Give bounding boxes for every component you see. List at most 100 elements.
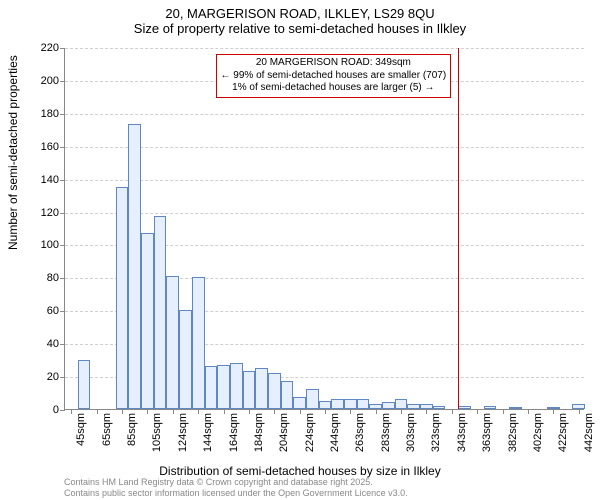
x-tick-label: 303sqm	[405, 413, 417, 452]
x-tick-mark	[477, 409, 478, 414]
annotation-line-2: ← 99% of semi-detached houses are smalle…	[221, 70, 447, 83]
y-tick-mark	[60, 311, 65, 312]
title-line-2: Size of property relative to semi-detach…	[0, 21, 600, 36]
histogram-bar	[128, 124, 141, 409]
annotation-line-1: 20 MARGERISON ROAD: 349sqm	[221, 57, 447, 70]
y-tick-mark	[60, 344, 65, 345]
histogram-bar	[230, 363, 243, 409]
histogram-bar	[319, 401, 332, 409]
y-tick-mark	[60, 147, 65, 148]
histogram-bar	[407, 404, 420, 409]
y-tick-mark	[60, 245, 65, 246]
x-tick-label: 323sqm	[430, 413, 442, 452]
y-gridline	[65, 213, 584, 214]
histogram-bar	[192, 277, 205, 409]
chart-footer: Contains HM Land Registry data © Crown c…	[64, 477, 408, 498]
y-tick-mark	[60, 278, 65, 279]
x-tick-label: 283sqm	[380, 413, 392, 452]
x-tick-mark	[325, 409, 326, 414]
x-tick-label: 164sqm	[228, 413, 240, 452]
x-tick-mark	[401, 409, 402, 414]
x-tick-mark	[122, 409, 123, 414]
x-tick-mark	[71, 409, 72, 414]
x-tick-label: 382sqm	[507, 413, 519, 452]
x-tick-label: 343sqm	[456, 413, 468, 452]
y-tick-label: 100	[41, 239, 59, 251]
x-tick-mark	[224, 409, 225, 414]
x-tick-mark	[376, 409, 377, 414]
histogram-bar	[484, 406, 497, 409]
x-tick-mark	[452, 409, 453, 414]
x-tick-mark	[528, 409, 529, 414]
x-tick-mark	[300, 409, 301, 414]
y-tick-mark	[60, 377, 65, 378]
title-line-1: 20, MARGERISON ROAD, ILKLEY, LS29 8QU	[0, 6, 600, 21]
x-tick-mark	[553, 409, 554, 414]
histogram-bar	[395, 399, 408, 409]
histogram-bar	[243, 371, 256, 409]
footer-line-1: Contains HM Land Registry data © Crown c…	[64, 477, 408, 487]
x-tick-label: 244sqm	[329, 413, 341, 452]
y-tick-label: 20	[47, 371, 59, 383]
histogram-bar	[205, 366, 218, 409]
x-axis-label: Distribution of semi-detached houses by …	[0, 464, 600, 478]
y-tick-mark	[60, 81, 65, 82]
x-tick-label: 85sqm	[126, 413, 138, 446]
y-gridline	[65, 147, 584, 148]
y-tick-label: 200	[41, 75, 59, 87]
x-tick-mark	[503, 409, 504, 414]
footer-line-2: Contains public sector information licen…	[64, 488, 408, 498]
y-tick-mark	[60, 410, 65, 411]
histogram-bar	[217, 365, 230, 409]
annotation-line-3: 1% of semi-detached houses are larger (5…	[221, 82, 447, 95]
y-tick-mark	[60, 114, 65, 115]
y-tick-label: 140	[41, 174, 59, 186]
x-tick-label: 442sqm	[583, 413, 595, 452]
histogram-bar	[166, 276, 179, 409]
histogram-bar	[331, 399, 344, 409]
histogram-bar	[255, 368, 268, 409]
histogram-bar	[141, 233, 154, 409]
histogram-bar	[116, 187, 129, 409]
x-tick-mark	[350, 409, 351, 414]
y-tick-label: 120	[41, 207, 59, 219]
histogram-bar	[78, 360, 91, 409]
x-tick-mark	[249, 409, 250, 414]
plot-area: 02040608010012014016018020022045sqm65sqm…	[64, 48, 584, 410]
histogram-bar	[357, 399, 370, 409]
y-tick-label: 0	[53, 404, 59, 416]
y-tick-mark	[60, 180, 65, 181]
x-tick-label: 363sqm	[481, 413, 493, 452]
histogram-bar	[268, 373, 281, 409]
histogram-bar	[293, 397, 306, 409]
x-tick-mark	[579, 409, 580, 414]
histogram-bar	[382, 402, 395, 409]
histogram-bar	[458, 406, 471, 409]
y-gridline	[65, 114, 584, 115]
x-tick-label: 105sqm	[151, 413, 163, 452]
chart-title: 20, MARGERISON ROAD, ILKLEY, LS29 8QU Si…	[0, 6, 600, 36]
x-tick-mark	[97, 409, 98, 414]
x-tick-label: 224sqm	[304, 413, 316, 452]
x-tick-label: 65sqm	[101, 413, 113, 446]
y-tick-label: 40	[47, 338, 59, 350]
y-tick-label: 80	[47, 272, 59, 284]
x-tick-label: 184sqm	[253, 413, 265, 452]
x-tick-label: 263sqm	[354, 413, 366, 452]
y-gridline	[65, 180, 584, 181]
x-tick-mark	[147, 409, 148, 414]
y-tick-label: 60	[47, 305, 59, 317]
y-tick-label: 160	[41, 141, 59, 153]
x-tick-label: 422sqm	[557, 413, 569, 452]
x-tick-mark	[426, 409, 427, 414]
y-tick-mark	[60, 213, 65, 214]
x-tick-label: 402sqm	[532, 413, 544, 452]
histogram-bar	[433, 406, 446, 409]
y-gridline	[65, 48, 584, 49]
x-tick-label: 144sqm	[202, 413, 214, 452]
x-tick-mark	[274, 409, 275, 414]
x-tick-label: 45sqm	[75, 413, 87, 446]
histogram-bar	[154, 216, 167, 409]
y-axis-label: Number of semi-detached properties	[6, 55, 20, 250]
x-tick-label: 204sqm	[278, 413, 290, 452]
